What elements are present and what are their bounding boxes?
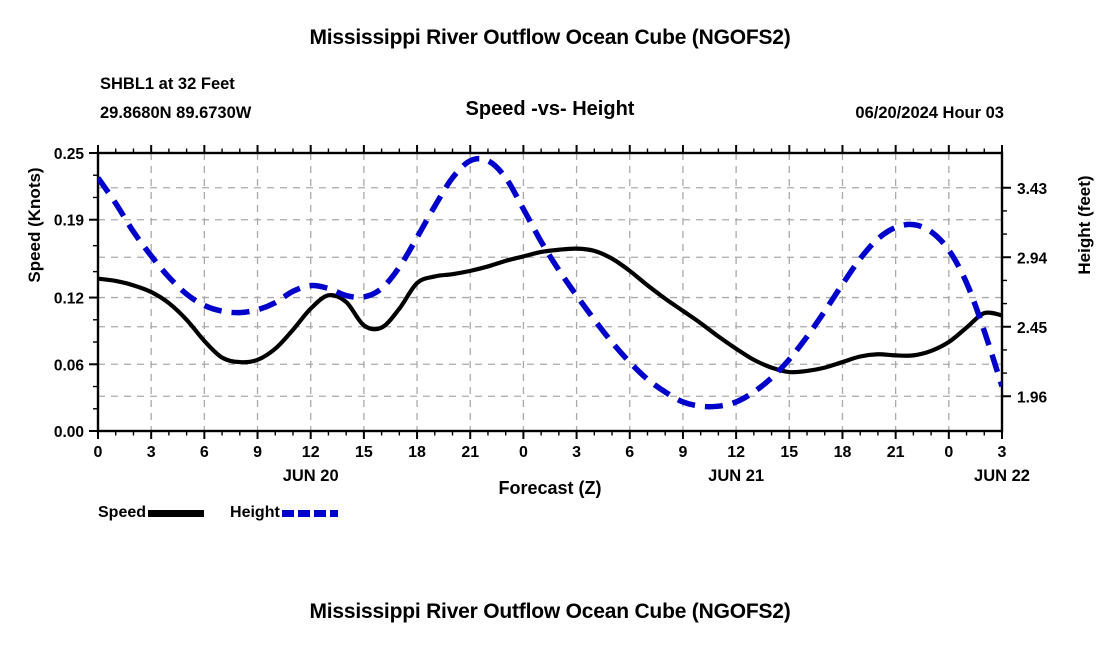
station-coordinates-label: 29.8680N 89.6730W bbox=[100, 104, 252, 122]
legend-label-speed: Speed bbox=[98, 504, 147, 521]
footer-title: Mississippi River Outflow Ocean Cube (NG… bbox=[309, 600, 791, 623]
x-axis-day-label: JUN 22 bbox=[974, 467, 1030, 485]
plot-frame bbox=[96, 151, 1004, 433]
x-axis-tick-label: 0 bbox=[94, 444, 103, 461]
legend-swatch-height-icon bbox=[281, 509, 338, 517]
x-axis-tick-label: 3 bbox=[998, 444, 1007, 461]
x-axis-tick-label: 3 bbox=[147, 444, 156, 461]
y2-axis-tick-label: 1.96 bbox=[1017, 389, 1048, 406]
x-axis-day-label: JUN 20 bbox=[283, 467, 339, 485]
x-axis-tick-label: 0 bbox=[519, 444, 528, 461]
x-axis-tick-label: 18 bbox=[834, 444, 852, 461]
y-axis-tick-label: 0.12 bbox=[54, 291, 84, 308]
x-axis-tick-label: 0 bbox=[944, 444, 953, 461]
y-axis-tick-label: 0.25 bbox=[54, 146, 85, 163]
station-depth-label: SHBL1 at 32 Feet bbox=[100, 75, 235, 93]
series-line-height bbox=[98, 155, 1002, 410]
x-axis-day-label: JUN 21 bbox=[708, 467, 764, 485]
model-run-time-label: 06/20/2024 Hour 03 bbox=[855, 104, 1004, 122]
chart-legend: Speed Height bbox=[98, 505, 338, 521]
chart-subtitle: Speed -vs- Height bbox=[465, 98, 635, 120]
x-axis-tick-label: 6 bbox=[200, 444, 209, 461]
y2-axis-tick-label: 2.45 bbox=[1017, 320, 1048, 337]
y-axis-tick-label: 0.00 bbox=[54, 424, 84, 441]
x-axis-title: Forecast (Z) bbox=[498, 478, 602, 498]
x-axis-tick-label: 9 bbox=[253, 444, 262, 461]
y2-axis-tick-label: 3.43 bbox=[1017, 181, 1048, 198]
y2-axis-tick-label: 2.94 bbox=[1017, 250, 1048, 267]
x-axis-tick-label: 15 bbox=[780, 444, 798, 461]
y-axis-tick-label: 0.06 bbox=[54, 357, 85, 374]
page-title: Mississippi River Outflow Ocean Cube (NG… bbox=[309, 26, 791, 49]
legend-swatch-speed-icon bbox=[148, 509, 205, 517]
x-axis-tick-label: 9 bbox=[678, 444, 687, 461]
x-axis-tick-label: 15 bbox=[355, 444, 373, 461]
y-axis-tick-label: 0.19 bbox=[54, 213, 85, 230]
series-line-speed bbox=[98, 246, 1002, 375]
x-axis-tick-label: 3 bbox=[572, 444, 581, 461]
x-axis-tick-label: 21 bbox=[461, 444, 479, 461]
x-axis-tick-label: 18 bbox=[408, 444, 426, 461]
legend-label-height: Height bbox=[230, 504, 280, 521]
x-axis-tick-label: 12 bbox=[727, 444, 745, 461]
x-axis-tick-label: 6 bbox=[625, 444, 634, 461]
x-axis-tick-label: 12 bbox=[302, 444, 320, 461]
x-axis-tick-label: 21 bbox=[887, 444, 905, 461]
